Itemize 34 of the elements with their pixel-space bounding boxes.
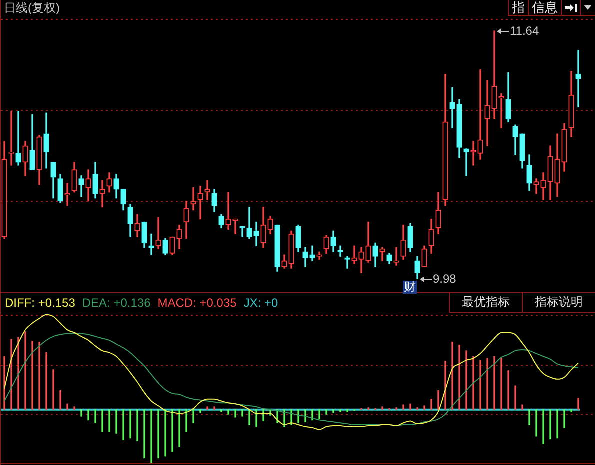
candlestick bbox=[156, 217, 162, 250]
annotation: 11.64 bbox=[510, 24, 540, 38]
candlestick bbox=[240, 226, 246, 238]
candlestick bbox=[254, 222, 260, 246]
candlestick bbox=[352, 246, 358, 264]
annotation: 9.98 bbox=[433, 272, 456, 286]
candlestick bbox=[190, 188, 196, 211]
candlestick bbox=[484, 80, 490, 146]
button[interactable] bbox=[561, 0, 580, 16]
series-label: DEA: +0.136 bbox=[82, 296, 151, 310]
ref-line-label: JX: +0 bbox=[244, 296, 278, 310]
candlestick bbox=[464, 148, 470, 176]
button[interactable]: 信息 bbox=[528, 0, 561, 16]
text: 财 bbox=[403, 280, 417, 294]
chart-title: 日线(复权) bbox=[4, 1, 60, 15]
button[interactable]: 指标说明 bbox=[522, 293, 595, 313]
candlestick bbox=[310, 246, 316, 262]
candlestick bbox=[450, 87, 456, 128]
candlestick bbox=[16, 111, 22, 166]
candlestick bbox=[498, 93, 504, 128]
candlestick bbox=[226, 192, 232, 230]
candlestick bbox=[534, 178, 540, 194]
candlestick bbox=[100, 180, 106, 208]
candlestick bbox=[576, 50, 582, 108]
candlestick bbox=[478, 70, 484, 160]
series-label: DIFF: +0.153 bbox=[5, 296, 76, 310]
text: MACD: +0.035 bbox=[158, 296, 237, 310]
button[interactable]: 最优指标 bbox=[449, 293, 522, 313]
candlestick bbox=[198, 186, 204, 220]
candlestick bbox=[8, 111, 14, 166]
button[interactable] bbox=[580, 0, 595, 16]
button[interactable]: 指 bbox=[508, 0, 528, 16]
candlestick bbox=[204, 180, 210, 200]
candlestick bbox=[232, 218, 238, 235]
